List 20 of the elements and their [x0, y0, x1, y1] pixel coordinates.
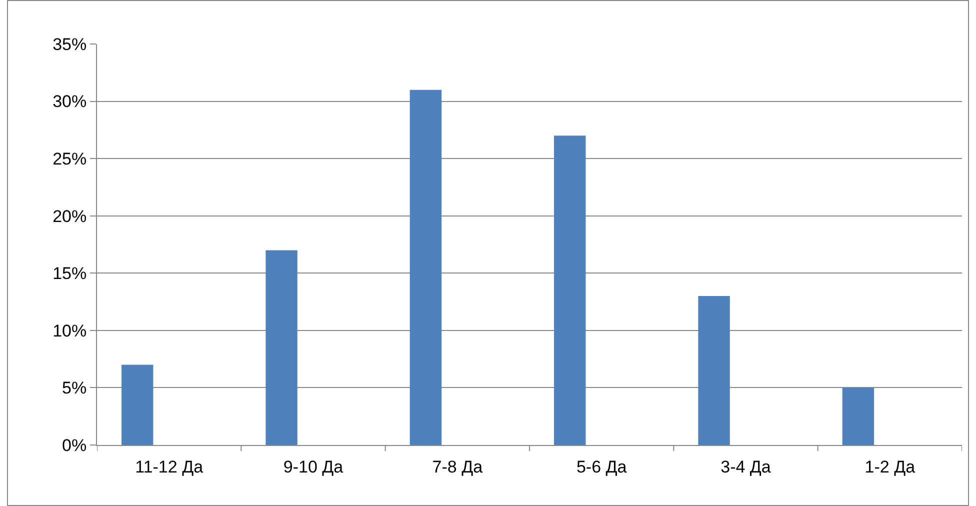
x-tick-label: 11-12 Да	[135, 457, 204, 476]
y-tick-label: 20%	[52, 206, 87, 226]
y-tick-label: 30%	[52, 92, 87, 112]
x-tick-label: 5-6 Да	[576, 457, 628, 476]
x-tick-label: 9-10 Да	[283, 457, 344, 476]
bar	[842, 388, 874, 445]
y-tick-label: 25%	[52, 150, 87, 169]
bar	[698, 296, 730, 445]
bar	[122, 364, 154, 445]
y-tick-label: 15%	[52, 264, 87, 284]
bar	[554, 136, 586, 445]
y-tick-label: 10%	[52, 321, 87, 340]
y-tick-label: 0%	[62, 436, 87, 455]
bar	[266, 250, 298, 445]
bar	[410, 90, 442, 445]
x-tick-label: 7-8 Да	[432, 457, 484, 476]
y-tick-label: 35%	[52, 34, 87, 54]
y-tick-label: 5%	[62, 378, 87, 398]
x-tick-label: 3-4 Да	[720, 457, 772, 476]
x-tick-label: 1-2 Да	[864, 457, 916, 476]
